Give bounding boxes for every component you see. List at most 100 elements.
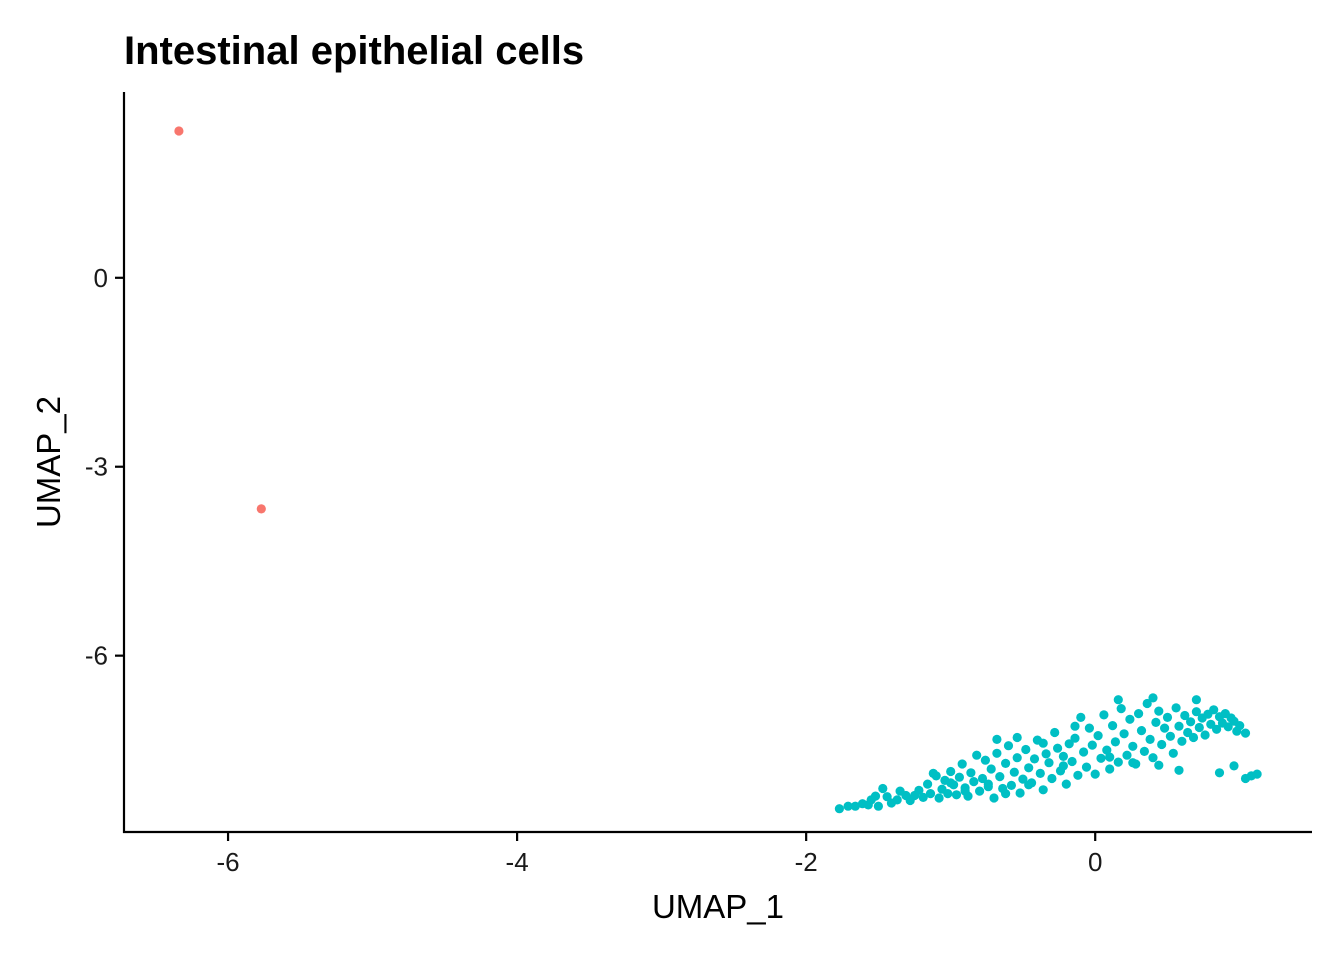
data-point [1122, 750, 1132, 760]
data-point [1102, 745, 1112, 755]
y-tick-label: 0 [94, 263, 108, 293]
data-point [1148, 753, 1158, 763]
data-point [1136, 726, 1147, 736]
data-point [989, 793, 999, 803]
data-point [1240, 728, 1251, 738]
data-point [923, 779, 933, 789]
y-axis-ticks: 0 -3 -6 [85, 263, 124, 671]
data-point [1113, 757, 1123, 767]
data-point [1024, 780, 1034, 790]
data-point [925, 789, 936, 799]
data-point [931, 771, 941, 781]
data-point [1001, 758, 1011, 769]
data-point [1171, 703, 1181, 713]
x-axis-ticks: -6 -4 -2 0 [216, 832, 1102, 877]
data-point [1165, 731, 1175, 741]
data-point [1006, 780, 1017, 791]
data-point [1096, 753, 1106, 763]
data-point [946, 766, 956, 777]
data-point [870, 791, 881, 801]
data-point [943, 789, 953, 799]
data-point [1229, 761, 1239, 771]
data-point [992, 734, 1002, 745]
data-point [914, 785, 924, 796]
data-point [1070, 721, 1080, 731]
data-point [1119, 729, 1129, 739]
y-axis-label: UMAP_2 [30, 396, 67, 528]
data-point [1018, 774, 1028, 784]
data-point [992, 748, 1002, 758]
data-point [1021, 744, 1031, 755]
data-point [1029, 754, 1040, 764]
data-point [1194, 722, 1204, 733]
data-point [1067, 756, 1077, 767]
data-point [1191, 695, 1201, 705]
data-point [1191, 707, 1201, 717]
data-point [1099, 710, 1109, 720]
data-point [975, 786, 985, 796]
data-point [1154, 760, 1164, 770]
data-point [1168, 748, 1178, 758]
data-point [850, 801, 860, 811]
data-point [878, 783, 888, 794]
data-point [1174, 765, 1184, 775]
data-point [873, 801, 884, 811]
data-point [256, 504, 266, 514]
data-point [1162, 712, 1173, 723]
data-point [1015, 788, 1025, 798]
data-point [1076, 712, 1086, 723]
x-tick-label: -6 [216, 847, 239, 877]
data-point [1073, 770, 1083, 780]
data-point [1038, 785, 1048, 795]
data-point [1009, 767, 1019, 777]
data-point [969, 777, 979, 787]
data-point [1128, 741, 1138, 751]
data-point [1200, 730, 1210, 740]
data-point [1105, 752, 1115, 762]
data-point [1148, 693, 1158, 703]
data-point [1041, 749, 1051, 759]
data-point [983, 782, 993, 792]
data-point [1125, 714, 1135, 724]
data-point [834, 804, 845, 814]
data-point [1053, 743, 1063, 753]
data-point [954, 772, 965, 782]
data-point [918, 792, 928, 803]
data-point [1012, 753, 1022, 763]
data-point [1223, 722, 1233, 732]
data-point [1070, 733, 1080, 743]
data-point [892, 795, 902, 805]
y-tick-label: -3 [85, 452, 108, 482]
data-point [1003, 741, 1014, 751]
data-point [1252, 769, 1262, 779]
data-point [1154, 706, 1164, 716]
data-point [1061, 779, 1071, 789]
data-point [946, 778, 956, 788]
data-point [1081, 762, 1092, 772]
data-point [1188, 732, 1199, 743]
data-point [1160, 723, 1170, 733]
data-point [1038, 738, 1048, 748]
data-point [1151, 717, 1161, 728]
data-point [960, 786, 970, 796]
data-point [980, 755, 991, 765]
data-point [1105, 764, 1115, 774]
data-point [1047, 773, 1057, 784]
data-point [1087, 740, 1097, 750]
x-tick-label: -2 [795, 847, 818, 877]
data-point [934, 793, 944, 803]
data-point [174, 126, 184, 136]
data-point [1177, 736, 1187, 746]
data-point [995, 772, 1005, 782]
data-point [1090, 769, 1100, 779]
data-point [1050, 727, 1060, 738]
data-point [1134, 709, 1144, 719]
data-point [1235, 721, 1245, 731]
data-point [1157, 739, 1167, 750]
data-point [1044, 758, 1054, 768]
data-point [1174, 721, 1184, 731]
data-point [1058, 761, 1068, 771]
y-tick-label: -6 [85, 641, 108, 671]
data-point [1024, 763, 1034, 773]
